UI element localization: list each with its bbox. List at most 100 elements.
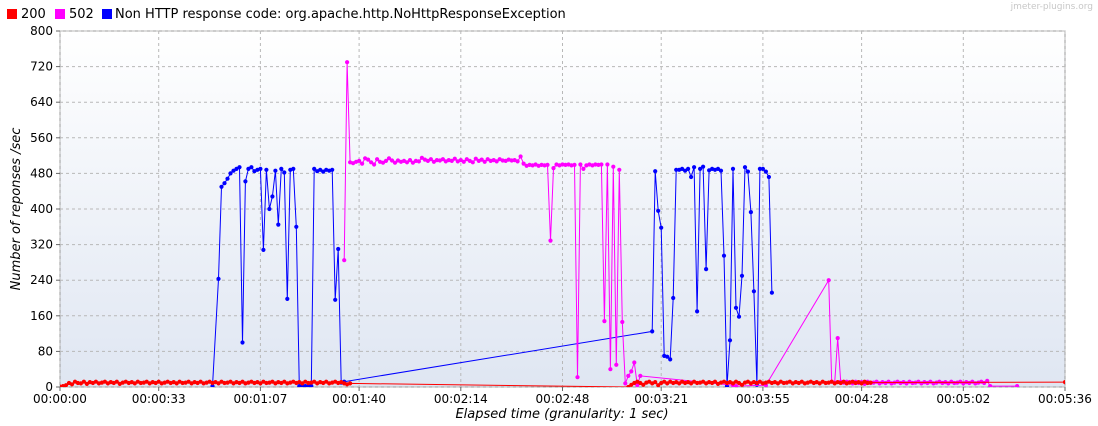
data-point: [518, 154, 523, 159]
data-point: [548, 238, 553, 243]
data-point: [635, 383, 640, 387]
grid: [59, 30, 1066, 388]
x-axis-title: Elapsed time (granularity: 1 sec): [455, 407, 668, 422]
data-point: [369, 160, 374, 165]
series-0: [60, 379, 1065, 387]
data-point: [671, 295, 676, 301]
data-point: [659, 225, 664, 230]
data-point: [404, 160, 410, 165]
x-axis: 00:00:00 00:00:33 00:01:07 00:01:40 00:02:14…: [33, 387, 1092, 406]
data-point: [291, 166, 296, 171]
data-point: [360, 161, 365, 166]
data-point: [249, 165, 254, 170]
legend-label-200: 200: [21, 7, 46, 22]
data-point: [650, 329, 655, 334]
y-tick-label: 160: [30, 309, 53, 323]
data-point: [114, 379, 119, 384]
data-point: [279, 166, 284, 171]
data-point: [219, 184, 224, 189]
data-point: [638, 373, 643, 378]
data-point: [240, 340, 245, 345]
data-point: [769, 290, 775, 295]
data-point: [581, 166, 586, 171]
data-point: [285, 296, 290, 301]
x-tick-label: 00:02:14: [434, 392, 488, 406]
data-point: [632, 360, 637, 365]
data-point: [701, 164, 706, 169]
y-tick-label: 720: [30, 60, 53, 74]
y-axis: 0 80 160 240 320 400 480 560 640 720 800: [30, 24, 60, 394]
data-point: [760, 166, 766, 171]
data-point: [473, 156, 478, 161]
data-point: [276, 222, 281, 227]
data-point: [357, 158, 362, 163]
data-point: [605, 162, 610, 167]
data-point: [733, 384, 739, 387]
x-tick-label: 00:01:40: [332, 392, 386, 406]
data-point: [261, 247, 266, 252]
data-point: [704, 267, 709, 272]
data-point: [551, 166, 556, 171]
data-point: [629, 369, 634, 374]
data-point: [366, 157, 371, 162]
data-point: [392, 160, 398, 165]
data-point: [689, 174, 694, 180]
data-point: [336, 246, 341, 252]
data-point: [416, 159, 421, 164]
data-point: [665, 354, 670, 359]
y-tick-label: 480: [30, 166, 53, 180]
data-point: [407, 158, 413, 163]
x-tick-label: 00:05:36: [1038, 392, 1092, 406]
x-tick-label: 00:04:28: [835, 392, 889, 406]
data-point: [620, 319, 625, 325]
data-point: [674, 167, 679, 172]
data-point: [452, 156, 457, 161]
data-point: [461, 159, 466, 164]
data-point: [470, 160, 475, 165]
data-point: [718, 168, 724, 173]
data-point: [721, 253, 727, 258]
y-axis-title: Number of reponses /sec: [9, 128, 24, 291]
data-point: [449, 158, 454, 163]
data-point: [479, 157, 484, 162]
data-point: [375, 157, 380, 162]
data-point: [742, 165, 748, 170]
legend-swatch-no-http-response: [102, 9, 112, 19]
data-point: [695, 309, 700, 314]
y-tick-label: 640: [30, 95, 53, 109]
data-point: [739, 273, 745, 278]
data-point: [623, 381, 628, 386]
data-point: [515, 159, 520, 164]
y-tick-label: 0: [45, 380, 53, 394]
data-point: [608, 367, 613, 372]
x-tick-label: 00:00:00: [33, 392, 87, 406]
data-point: [81, 379, 86, 384]
data-point: [766, 174, 772, 180]
data-point: [383, 158, 389, 163]
data-point: [237, 165, 242, 170]
y-tick-label: 320: [30, 238, 53, 252]
legend: 200 502 Non HTTP response code: org.apac…: [7, 7, 566, 22]
data-point: [653, 169, 658, 174]
x-tick-label: 00:03:55: [736, 392, 790, 406]
data-point: [751, 289, 757, 294]
data-point: [294, 224, 299, 229]
data-point: [626, 373, 631, 378]
data-point: [545, 162, 550, 167]
data-point: [440, 157, 445, 162]
data-point: [730, 166, 736, 171]
data-point: [656, 208, 661, 213]
data-point: [348, 381, 353, 386]
data-point: [270, 194, 275, 199]
data-point: [333, 297, 338, 302]
data-point: [763, 169, 769, 174]
data-point: [243, 179, 248, 184]
data-point: [698, 166, 703, 171]
data-point: [258, 166, 263, 171]
data-point: [733, 305, 739, 310]
data-point: [222, 181, 227, 186]
data-point: [386, 156, 392, 161]
data-point: [736, 314, 742, 319]
data-point: [312, 166, 317, 171]
data-point: [264, 167, 269, 172]
